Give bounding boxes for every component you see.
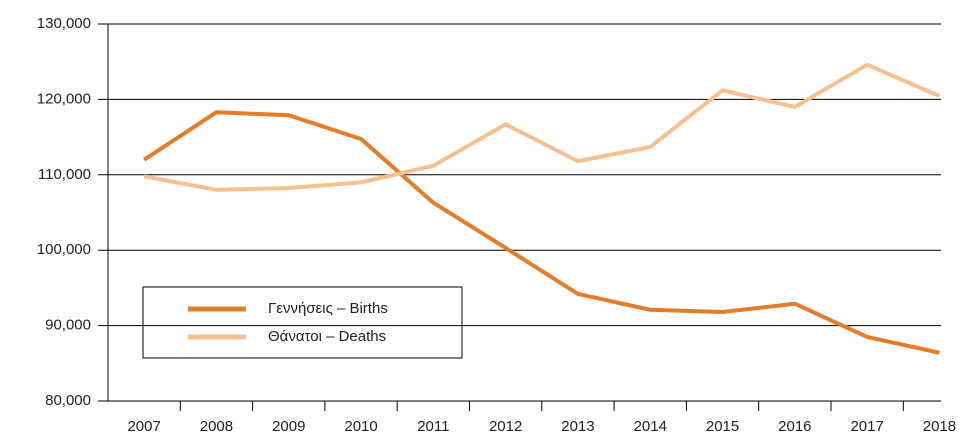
x-tick-label: 2013 xyxy=(561,418,594,434)
x-tick-label: 2012 xyxy=(489,418,522,434)
y-tick-label: 120,000 xyxy=(37,90,91,107)
legend-box xyxy=(142,286,463,359)
y-tick-label: 80,000 xyxy=(45,392,91,409)
x-tick-label: 2008 xyxy=(200,418,233,434)
y-tick-label: 130,000 xyxy=(37,15,91,32)
x-tick-label: 2014 xyxy=(634,418,667,434)
legend-label: Θάνατοι – Deaths xyxy=(268,328,386,345)
y-tick-label: 90,000 xyxy=(45,317,91,334)
y-tick-label: 110,000 xyxy=(38,166,91,183)
x-tick-label: 2007 xyxy=(127,418,160,434)
series-line xyxy=(143,62,941,192)
x-tick-label: 2017 xyxy=(850,418,883,434)
series-line xyxy=(143,110,940,355)
x-tick-label: 2016 xyxy=(778,418,811,434)
x-tick-label: 2011 xyxy=(417,418,449,434)
x-tick-label: 2009 xyxy=(272,418,305,434)
x-tick-label: 2010 xyxy=(344,418,377,434)
y-tick-label: 100,000 xyxy=(37,241,91,258)
x-tick-label: 2015 xyxy=(706,418,739,434)
x-tick-label: 2018 xyxy=(923,418,956,434)
legend-label: Γεννήσεις – Births xyxy=(268,300,388,317)
